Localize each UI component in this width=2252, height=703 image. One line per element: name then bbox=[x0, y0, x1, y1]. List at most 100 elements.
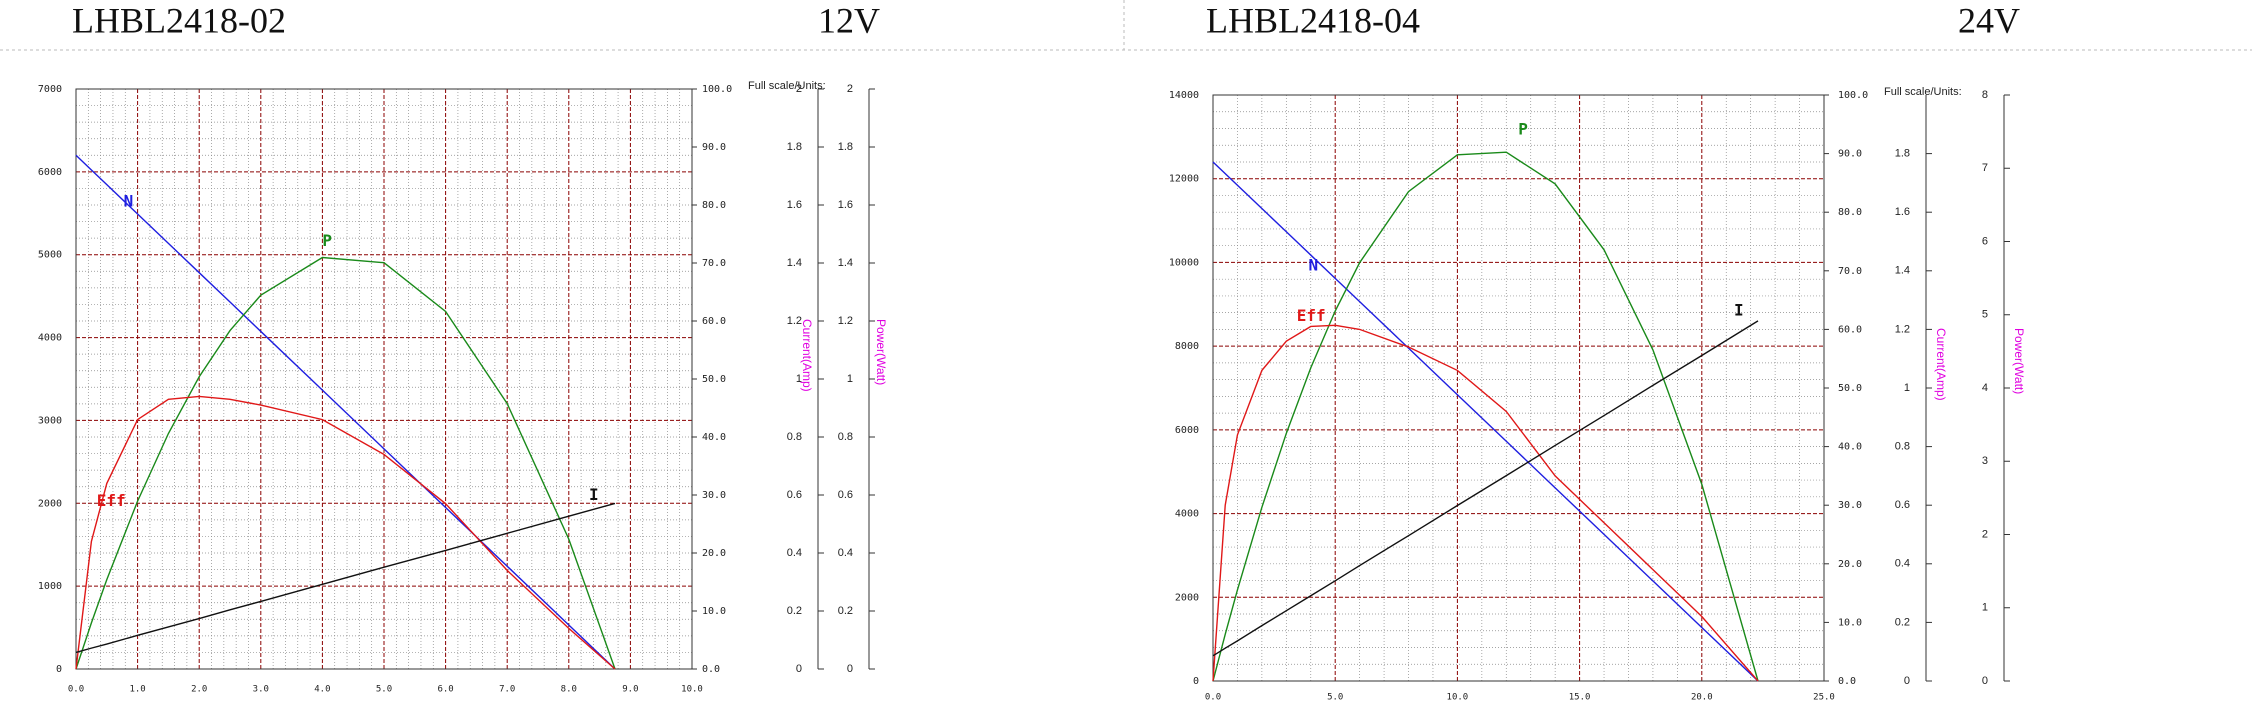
y3-tick-label: 0.4 bbox=[787, 547, 802, 559]
y3-tick-label: 1.2 bbox=[1895, 323, 1910, 335]
y-tick-label: 6000 bbox=[38, 167, 62, 178]
y4-tick-label: 2 bbox=[847, 83, 853, 95]
full-scale-label: Full scale/Units: bbox=[1884, 86, 1962, 98]
y4-tick-label: 1 bbox=[847, 373, 853, 385]
curve bbox=[1212, 320, 1759, 657]
y2-tick-label: 90.0 bbox=[702, 142, 726, 153]
y4-tick-label: 1 bbox=[1982, 602, 1988, 614]
y2-tick-label: 100.0 bbox=[1838, 90, 1868, 101]
y2-tick-label: 10.0 bbox=[702, 606, 726, 617]
y-tick-label: 2000 bbox=[38, 498, 62, 509]
curve-label: N bbox=[1309, 256, 1319, 275]
x-tick-label: 5.0 bbox=[1327, 693, 1343, 703]
x-tick-label: 0.0 bbox=[1205, 693, 1221, 703]
y3-tick-label: 0.6 bbox=[787, 489, 802, 501]
y3-tick-label: 0 bbox=[1904, 675, 1910, 687]
y4-tick-label: 1.8 bbox=[838, 141, 853, 153]
y3-tick-label: 1.4 bbox=[787, 257, 802, 269]
y-tick-label: 2000 bbox=[1175, 592, 1199, 603]
y4-tick-label: 7 bbox=[1982, 162, 1988, 174]
x-tick-label: 2.0 bbox=[191, 685, 207, 695]
y4-tick-label: 1.6 bbox=[838, 199, 853, 211]
y-tick-label: 1000 bbox=[38, 581, 62, 592]
y3-axis-label: Current(Amp) bbox=[1934, 328, 1948, 401]
y3-tick-label: 1.2 bbox=[787, 315, 802, 327]
curve bbox=[75, 395, 616, 670]
y2-tick-label: 40.0 bbox=[1838, 442, 1862, 453]
y3-axis-label: Current(Amp) bbox=[800, 319, 814, 392]
y-tick-label: 0 bbox=[56, 664, 62, 675]
curve-label: P bbox=[1518, 120, 1528, 139]
y4-tick-label: 3 bbox=[1982, 455, 1988, 467]
curve bbox=[75, 154, 616, 670]
y4-tick-label: 6 bbox=[1982, 235, 1988, 247]
y2-tick-label: 80.0 bbox=[702, 200, 726, 211]
x-tick-label: 20.0 bbox=[1691, 693, 1713, 703]
y3-tick-label: 1.8 bbox=[1895, 148, 1910, 160]
y4-tick-label: 2 bbox=[1982, 528, 1988, 540]
y2-tick-label: 80.0 bbox=[1838, 207, 1862, 218]
x-tick-label: 9.0 bbox=[622, 685, 638, 695]
curve bbox=[75, 502, 616, 654]
curve-label: N bbox=[124, 192, 134, 211]
curve-label: Eff bbox=[97, 491, 126, 510]
x-tick-label: 4.0 bbox=[314, 685, 330, 695]
x-tick-label: 10.0 bbox=[681, 685, 703, 695]
x-tick-label: 0.0 bbox=[68, 685, 84, 695]
curve bbox=[1212, 324, 1759, 682]
curve bbox=[1212, 161, 1759, 682]
y4-axis-label: Power(Watt) bbox=[874, 319, 888, 385]
x-tick-label: 6.0 bbox=[437, 685, 453, 695]
y-tick-label: 0 bbox=[1193, 676, 1199, 687]
x-tick-label: 7.0 bbox=[499, 685, 515, 695]
y2-tick-label: 30.0 bbox=[702, 490, 726, 501]
y2-tick-label: 20.0 bbox=[1838, 559, 1862, 570]
y3-tick-label: 0.4 bbox=[1895, 558, 1910, 570]
y-tick-label: 6000 bbox=[1175, 425, 1199, 436]
curve-label: Eff bbox=[1297, 306, 1326, 325]
y4-tick-label: 4 bbox=[1982, 382, 1988, 394]
y3-tick-label: 1.6 bbox=[1895, 206, 1910, 218]
curve-label: I bbox=[589, 485, 599, 504]
voltage: 24V bbox=[1958, 0, 2020, 40]
y3-tick-label: 1 bbox=[796, 373, 802, 385]
y2-tick-label: 100.0 bbox=[702, 84, 732, 95]
y3-tick-label: 0 bbox=[796, 663, 802, 675]
y2-tick-label: 0.0 bbox=[702, 664, 720, 675]
y4-tick-label: 1.4 bbox=[838, 257, 853, 269]
y2-tick-label: 70.0 bbox=[702, 258, 726, 269]
y3-tick-label: 1.4 bbox=[1895, 265, 1910, 277]
y-tick-label: 5000 bbox=[38, 250, 62, 261]
y2-tick-label: 20.0 bbox=[702, 548, 726, 559]
y-tick-label: 3000 bbox=[38, 415, 62, 426]
y3-tick-label: 0.8 bbox=[1895, 441, 1910, 453]
x-tick-label: 15.0 bbox=[1569, 693, 1591, 703]
y2-tick-label: 50.0 bbox=[702, 374, 726, 385]
curve bbox=[1212, 151, 1759, 682]
y3-tick-label: 1.6 bbox=[787, 199, 802, 211]
y3-tick-label: 0.6 bbox=[1895, 499, 1910, 511]
y2-tick-label: 10.0 bbox=[1838, 617, 1862, 628]
y3-tick-label: 2 bbox=[796, 83, 802, 95]
curve-label: P bbox=[322, 231, 332, 250]
y4-tick-label: 8 bbox=[1982, 89, 1988, 101]
y2-tick-label: 50.0 bbox=[1838, 383, 1862, 394]
y-tick-label: 14000 bbox=[1169, 90, 1199, 101]
chart-title: LHBL2418-04 bbox=[1206, 0, 1420, 40]
y3-tick-label: 0.2 bbox=[1895, 616, 1910, 628]
x-tick-label: 5.0 bbox=[376, 685, 392, 695]
chart-title: LHBL2418-02 bbox=[72, 0, 286, 40]
y4-tick-label: 0.2 bbox=[838, 605, 853, 617]
x-tick-label: 3.0 bbox=[253, 685, 269, 695]
x-tick-label: 10.0 bbox=[1447, 693, 1469, 703]
y2-tick-label: 60.0 bbox=[1838, 324, 1862, 335]
y-tick-label: 4000 bbox=[1175, 509, 1199, 520]
y3-tick-label: 1 bbox=[1904, 382, 1910, 394]
y-tick-label: 7000 bbox=[38, 84, 62, 95]
y2-tick-label: 0.0 bbox=[1838, 676, 1856, 687]
y-tick-label: 8000 bbox=[1175, 341, 1199, 352]
y4-tick-label: 5 bbox=[1982, 309, 1988, 321]
y3-tick-label: 0.2 bbox=[787, 605, 802, 617]
